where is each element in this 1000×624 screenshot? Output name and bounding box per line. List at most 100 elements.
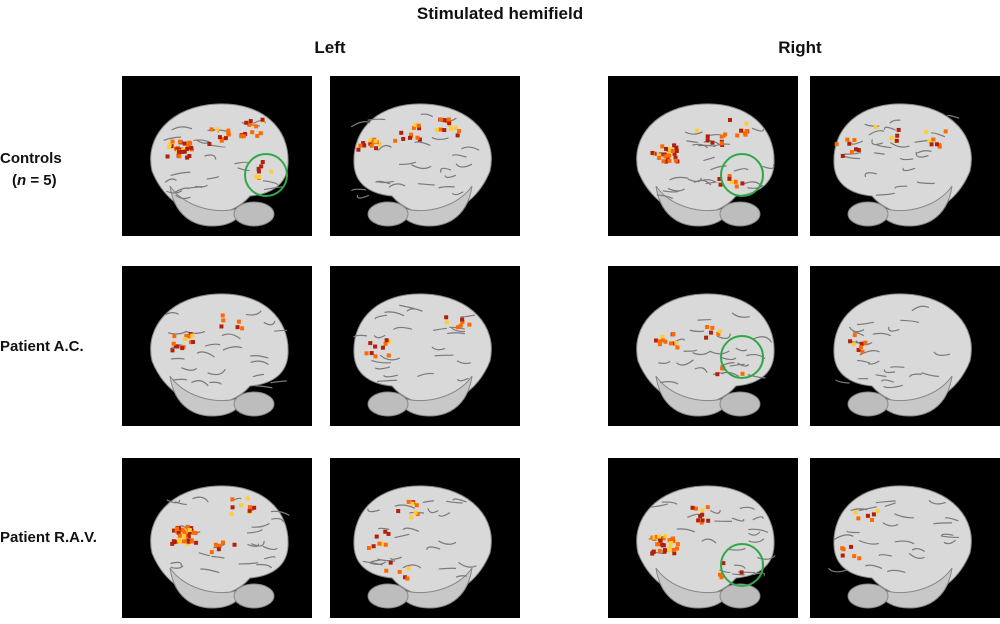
gyrus-line	[174, 501, 187, 506]
activation-voxel	[668, 540, 673, 545]
gyrus-line	[164, 178, 177, 183]
gyrus-line	[166, 190, 183, 194]
activation-voxel	[373, 344, 378, 349]
gyrus-line	[375, 180, 391, 185]
activation-voxel	[191, 530, 196, 535]
gyrus-line	[943, 539, 956, 545]
gyrus-line	[875, 192, 895, 196]
gyrus-line	[356, 194, 370, 199]
gyrus-line	[383, 374, 398, 378]
activation-voxel	[369, 351, 374, 356]
cerebellum-shape	[233, 201, 275, 227]
brain-render	[833, 103, 972, 227]
gyrus-line	[353, 334, 368, 338]
activation-voxel	[170, 348, 175, 353]
activation-voxel	[187, 528, 192, 533]
cerebellum-shape	[847, 583, 889, 609]
cerebellum-shape	[847, 201, 889, 227]
gyrus-line	[270, 380, 287, 384]
gyrus-line	[908, 552, 925, 559]
gyrus-line	[446, 332, 465, 335]
gyrus-line	[251, 540, 265, 547]
brain-image	[636, 293, 775, 417]
activation-voxel	[705, 134, 710, 139]
activation-voxel	[667, 153, 672, 158]
activation-voxel	[442, 118, 447, 123]
activation-voxel	[366, 545, 371, 550]
activation-voxel	[668, 341, 673, 346]
activation-voxel	[386, 353, 391, 358]
activation-voxel	[671, 332, 676, 337]
activation-voxel	[894, 138, 899, 143]
brain-panel-patient-ac-right-view2	[810, 266, 1000, 426]
activation-voxel	[663, 339, 668, 344]
gyrus-line	[170, 565, 184, 569]
cortex-shape	[833, 293, 972, 405]
activation-voxel	[214, 127, 219, 132]
activation-voxel	[170, 541, 175, 546]
gyrus-line	[247, 543, 260, 547]
brain-render	[350, 103, 492, 227]
activation-voxel	[255, 133, 260, 138]
activation-voxel	[849, 150, 854, 155]
gyrus-line	[694, 367, 708, 373]
gyrus-line	[262, 545, 278, 551]
activation-voxel	[239, 134, 244, 139]
gyrus-line	[676, 528, 696, 533]
activation-voxel	[226, 128, 231, 133]
brain-render	[353, 293, 492, 417]
activation-voxel	[184, 333, 189, 338]
activation-voxel	[447, 121, 452, 126]
activation-voxel	[374, 146, 379, 151]
activation-voxel	[186, 143, 191, 148]
activation-voxel	[865, 513, 870, 518]
activation-voxel	[718, 182, 723, 187]
gyrus-line	[402, 527, 420, 532]
gyrus-line	[449, 326, 465, 330]
activation-voxel	[373, 139, 378, 144]
activation-voxel	[444, 315, 449, 320]
brain-panel-patient-ac-left-view2	[330, 266, 520, 426]
gyrus-line	[916, 150, 932, 154]
activation-voxel	[377, 541, 382, 546]
brain-image	[636, 485, 776, 609]
activation-voxel	[396, 509, 401, 514]
activation-voxel	[217, 135, 222, 140]
activation-voxel	[177, 154, 182, 159]
activation-voxel	[695, 128, 700, 133]
gyrus-line	[882, 522, 899, 527]
activation-voxel	[194, 540, 199, 545]
highlight-circle	[244, 153, 288, 197]
activation-voxel	[854, 147, 859, 152]
activation-voxel	[176, 530, 181, 535]
gyrus-line	[167, 331, 187, 335]
activation-voxel	[383, 529, 388, 534]
activation-voxel	[252, 505, 257, 510]
activation-voxel	[415, 512, 420, 517]
cerebellum-shape	[233, 391, 275, 417]
activation-voxel	[719, 141, 724, 146]
gyrus-line	[264, 556, 276, 560]
gyrus-line	[846, 530, 860, 534]
gyrus-line	[438, 540, 457, 545]
activation-voxel	[723, 132, 728, 137]
activation-voxel	[240, 326, 245, 331]
activation-voxel	[239, 503, 244, 508]
gyrus-line	[173, 378, 188, 381]
activation-voxel	[660, 334, 665, 339]
gyrus-line	[933, 351, 951, 357]
gyrus-line	[394, 504, 416, 509]
activation-voxel	[183, 337, 188, 342]
gyrus-line	[921, 372, 939, 377]
activation-voxel	[674, 340, 679, 345]
gyrus-line	[762, 163, 775, 170]
gyrus-line	[422, 500, 434, 504]
gyrus-line	[689, 329, 704, 333]
activation-voxel	[177, 533, 182, 538]
activation-voxel	[247, 508, 252, 513]
activation-voxel	[230, 497, 235, 502]
activation-voxel	[446, 117, 451, 122]
gyrus-line	[856, 321, 875, 326]
brain-panel-patient-rav-left-view1	[122, 458, 312, 618]
activation-voxel	[735, 133, 740, 138]
